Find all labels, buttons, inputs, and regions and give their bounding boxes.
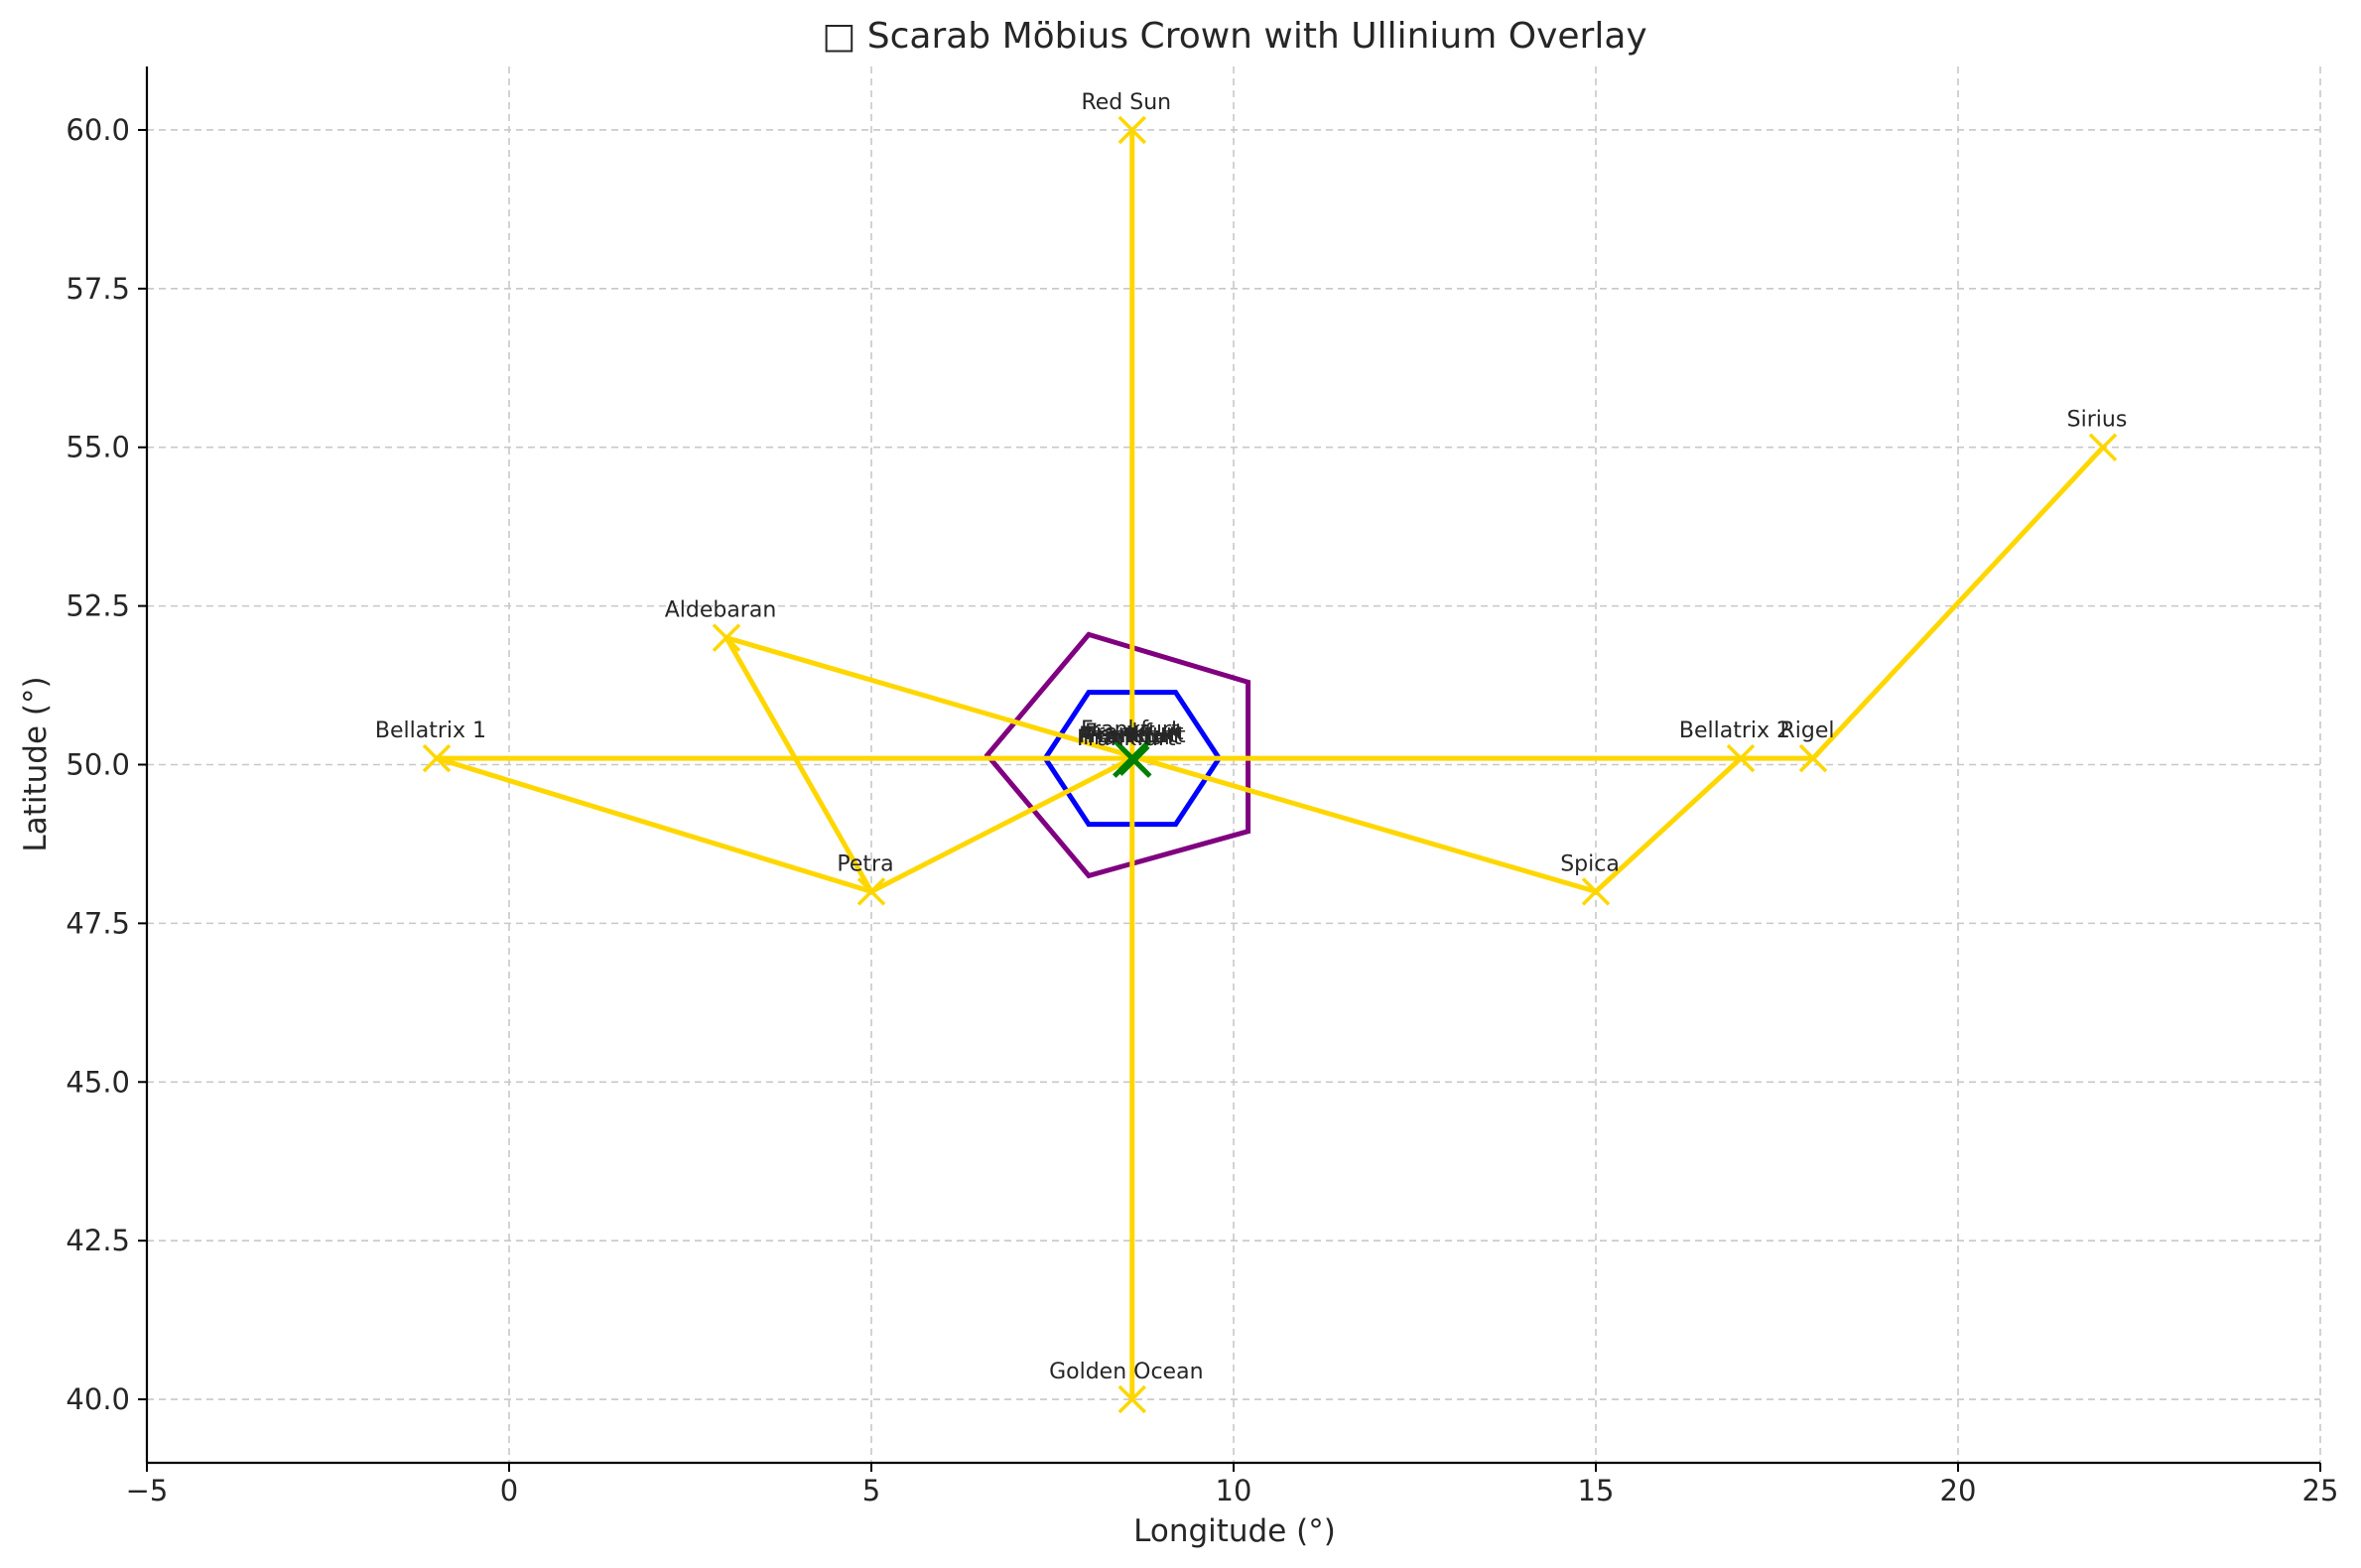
point-label: Red Sun xyxy=(1081,90,1171,115)
center-label: Frankfurt xyxy=(1079,723,1178,748)
marker-stroke xyxy=(1581,877,1611,906)
y-tick-label: 55.0 xyxy=(66,431,130,464)
connection-line xyxy=(1593,755,1744,894)
x-tick-label: 15 xyxy=(1578,1474,1615,1507)
connection-line xyxy=(868,755,1135,894)
marker-stroke xyxy=(712,623,741,652)
point-label: Bellatrix 1 xyxy=(375,719,486,743)
chart-title: □ Scarab Möbius Crown with Ullinium Over… xyxy=(822,16,1646,57)
point-marker xyxy=(2088,433,2118,461)
marker-stroke xyxy=(1798,743,1828,773)
marker-stroke xyxy=(1726,743,1756,773)
x-tick-label: 20 xyxy=(1940,1474,1977,1507)
marker-stroke xyxy=(1117,1384,1147,1414)
point-label: Bellatrix 2 xyxy=(1679,719,1790,743)
y-tick-label: 42.5 xyxy=(66,1224,130,1257)
pentagon-overlay xyxy=(984,631,1251,879)
y-tick-label: 47.5 xyxy=(66,906,130,940)
center-label: Frankfurt xyxy=(1081,718,1180,742)
center-label: Frankfurt xyxy=(1085,720,1184,745)
marker-stroke xyxy=(422,743,452,773)
markers xyxy=(422,115,2118,1414)
center-label: Frankfurt xyxy=(1083,725,1182,750)
point-marker xyxy=(1798,743,1828,773)
y-tick-label: 52.5 xyxy=(66,589,130,623)
y-tick-label: 50.0 xyxy=(66,748,130,782)
point-marker xyxy=(422,743,452,773)
point-marker xyxy=(1581,877,1611,906)
point-marker xyxy=(1117,1384,1147,1414)
marker-stroke xyxy=(2088,433,2118,461)
center-label: Frankfurt xyxy=(1077,726,1176,751)
point-label: Sirius xyxy=(2067,408,2128,433)
ticks: −5 0 5 10 15 20 25 40.0 42.5 45.0 47.5 50.0 52.5 55.0… xyxy=(66,113,2338,1507)
y-tick-label: 40.0 xyxy=(66,1382,130,1416)
center-label: Frankfurt xyxy=(1087,723,1186,748)
marker-stroke xyxy=(1117,115,1147,145)
x-axis-label: Longitude (°) xyxy=(1133,1513,1336,1549)
center-marker xyxy=(1118,744,1150,776)
x-tick-label: 25 xyxy=(2302,1474,2339,1507)
grid xyxy=(146,66,2321,1463)
point-marker xyxy=(712,623,741,652)
point-label: Golden Ocean xyxy=(1049,1360,1203,1384)
point-label: Aldebaran xyxy=(665,598,777,623)
x-tick-label: 10 xyxy=(1216,1474,1252,1507)
y-tick-label: 60.0 xyxy=(66,113,130,147)
y-axis-label: Latitude (°) xyxy=(18,676,54,851)
x-tick-label: −5 xyxy=(126,1474,169,1507)
connection-line xyxy=(1810,445,2106,761)
x-tick-label: 5 xyxy=(862,1474,880,1507)
y-tick-label: 57.5 xyxy=(66,272,130,306)
marker-stroke xyxy=(856,877,886,906)
point-label: Petra xyxy=(837,851,893,876)
point-label: Rigel xyxy=(1779,719,1834,743)
connection-line xyxy=(723,635,874,894)
point-marker xyxy=(856,877,886,906)
point-marker xyxy=(1117,115,1147,145)
connection-line xyxy=(434,755,874,894)
y-tick-label: 45.0 xyxy=(66,1065,130,1099)
point-marker xyxy=(1726,743,1756,773)
x-tick-label: 0 xyxy=(500,1474,518,1507)
plot-lines xyxy=(434,127,2106,1402)
connection-line xyxy=(723,635,1599,894)
point-label: Spica xyxy=(1560,851,1620,876)
marker-stroke xyxy=(1118,744,1150,776)
